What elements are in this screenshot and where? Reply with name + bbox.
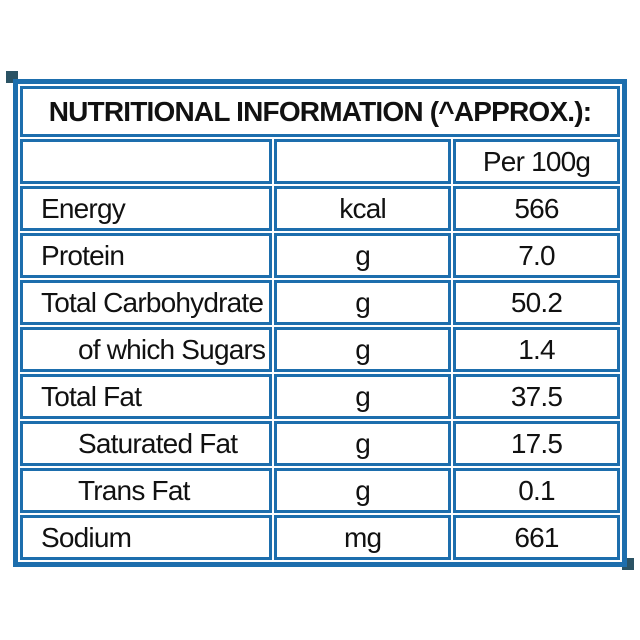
table-row-total-carbohydrate: Total Carbohydrate g 50.2 bbox=[20, 280, 620, 326]
table-title: NUTRITIONAL INFORMATION (^APPROX.): bbox=[20, 86, 620, 138]
nutrient-unit: g bbox=[274, 468, 452, 513]
nutrient-name: Sodium bbox=[20, 515, 273, 560]
column-header-row: Per 100g bbox=[20, 139, 620, 185]
nutrient-name: Saturated Fat bbox=[20, 421, 273, 467]
table-row-energy: Energy kcal 566 bbox=[20, 186, 620, 232]
nutrient-unit: g bbox=[274, 374, 452, 420]
nutrient-value: 37.5 bbox=[453, 374, 620, 420]
nutrient-name: Protein bbox=[20, 233, 273, 279]
nutrient-name: Trans Fat bbox=[20, 468, 273, 513]
nutrition-table: NUTRITIONAL INFORMATION (^APPROX.): Per … bbox=[18, 84, 622, 562]
nutrient-unit: g bbox=[274, 233, 452, 279]
table-row-of-which-sugars: of which Sugars g 1.4 bbox=[20, 327, 620, 373]
nutrient-value: 1.4 bbox=[453, 327, 620, 373]
nutrient-value: 7.0 bbox=[453, 233, 620, 279]
nutrient-value: 566 bbox=[453, 186, 620, 232]
column-header-nutrient bbox=[20, 139, 273, 185]
nutrient-unit: kcal bbox=[274, 186, 452, 232]
nutrient-unit: g bbox=[274, 421, 452, 467]
nutrient-unit: g bbox=[274, 327, 452, 373]
nutrient-name: Total Carbohydrate bbox=[20, 280, 273, 326]
nutrition-table-frame: NUTRITIONAL INFORMATION (^APPROX.): Per … bbox=[13, 79, 627, 567]
table-title-row: NUTRITIONAL INFORMATION (^APPROX.): bbox=[20, 86, 620, 138]
nutrient-name: Total Fat bbox=[20, 374, 273, 420]
table-row-sodium: Sodium mg 661 bbox=[20, 515, 620, 560]
nutrient-unit: g bbox=[274, 280, 452, 326]
table-row-trans-fat: Trans Fat g 0.1 bbox=[20, 468, 620, 513]
table-row-total-fat: Total Fat g 37.5 bbox=[20, 374, 620, 420]
nutrient-name: of which Sugars bbox=[20, 327, 273, 373]
nutrient-value: 661 bbox=[453, 515, 620, 560]
column-header-per-100g: Per 100g bbox=[453, 139, 620, 185]
table-row-saturated-fat: Saturated Fat g 17.5 bbox=[20, 421, 620, 467]
nutrient-value: 17.5 bbox=[453, 421, 620, 467]
nutrient-value: 50.2 bbox=[453, 280, 620, 326]
nutrient-unit: mg bbox=[274, 515, 452, 560]
table-row-protein: Protein g 7.0 bbox=[20, 233, 620, 279]
nutrient-value: 0.1 bbox=[453, 468, 620, 513]
column-header-unit bbox=[274, 139, 452, 185]
nutrient-name: Energy bbox=[20, 186, 273, 232]
